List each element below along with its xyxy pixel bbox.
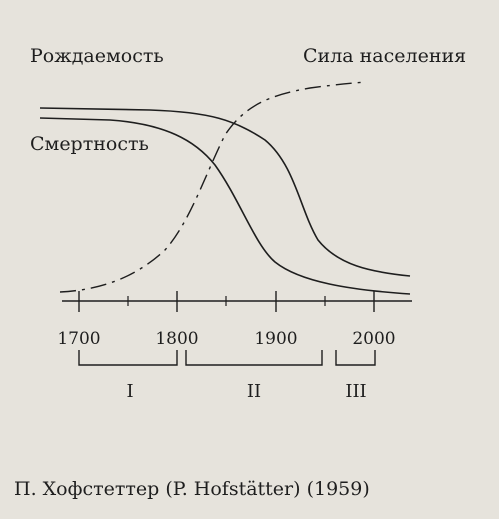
phase-label-2: II (247, 381, 261, 402)
phase-bracket-3 (335, 350, 376, 366)
birth-rate-label: Рождаемость (30, 45, 164, 67)
tick-label-1800: 1800 (155, 329, 198, 349)
phase-bracket-1 (78, 350, 178, 366)
population-label: Сила населения (303, 45, 466, 67)
tick-label-2000: 2000 (352, 329, 395, 349)
phase-label-3: III (345, 381, 366, 402)
major-ticks (78, 291, 375, 312)
tick-label-1700: 1700 (57, 329, 100, 349)
death-rate-label: Смертность (30, 133, 149, 155)
phase-bracket-2 (185, 350, 323, 366)
birth-rate-curve (39, 107, 411, 277)
tick-label-1900: 1900 (254, 329, 297, 349)
minor-ticks (127, 296, 326, 306)
population-curve (59, 81, 366, 293)
death-rate-curve (39, 117, 411, 295)
source-caption: П. Хофстеттер (P. Hofstätter) (1959) (14, 478, 370, 500)
phase-label-1: I (126, 381, 133, 402)
